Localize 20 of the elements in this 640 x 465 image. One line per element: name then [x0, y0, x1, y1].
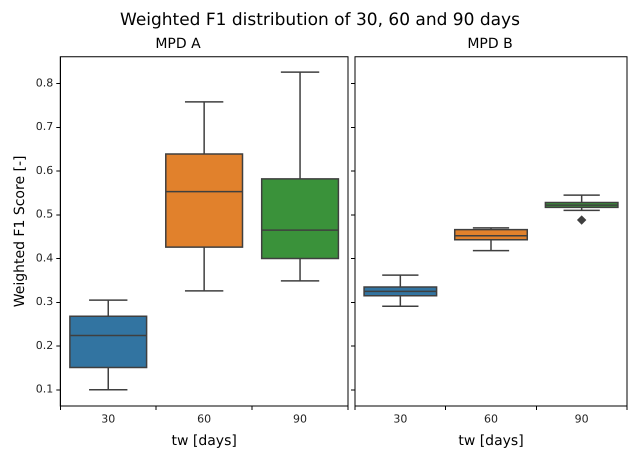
x-axis-title: tw [days] — [171, 433, 237, 450]
x-tick-label: 90 — [293, 412, 308, 426]
y-tick-label: 0.4 — [36, 251, 54, 264]
chart-title: MPD B — [467, 36, 513, 52]
x-tick-label: 30 — [101, 412, 116, 426]
y-tick-label: 0.3 — [36, 295, 54, 308]
y-tick-label: 0.5 — [36, 208, 54, 221]
y-tick-label: 0.6 — [36, 164, 54, 177]
y-tick-label: 0.1 — [36, 382, 54, 396]
chart-subtitle: MPD A — [155, 36, 202, 52]
chart-title: Weighted F1 distribution of 30, 60 and 90 days — [119, 9, 521, 32]
x-tick-label: 90 — [574, 412, 589, 426]
x-tick-label: 60 — [484, 412, 498, 426]
y-tick-label: 0.7 — [36, 120, 54, 134]
y-tick-label: 0.2 — [36, 338, 54, 352]
y-tick-label: 0.8 — [36, 76, 54, 90]
y-axis-title: Weighted F1 Score [-] — [12, 156, 28, 308]
x-tick-label: 30 — [393, 412, 408, 426]
x-tick-label: 60 — [197, 412, 212, 426]
x-axis-title: tw [days] — [458, 433, 524, 450]
